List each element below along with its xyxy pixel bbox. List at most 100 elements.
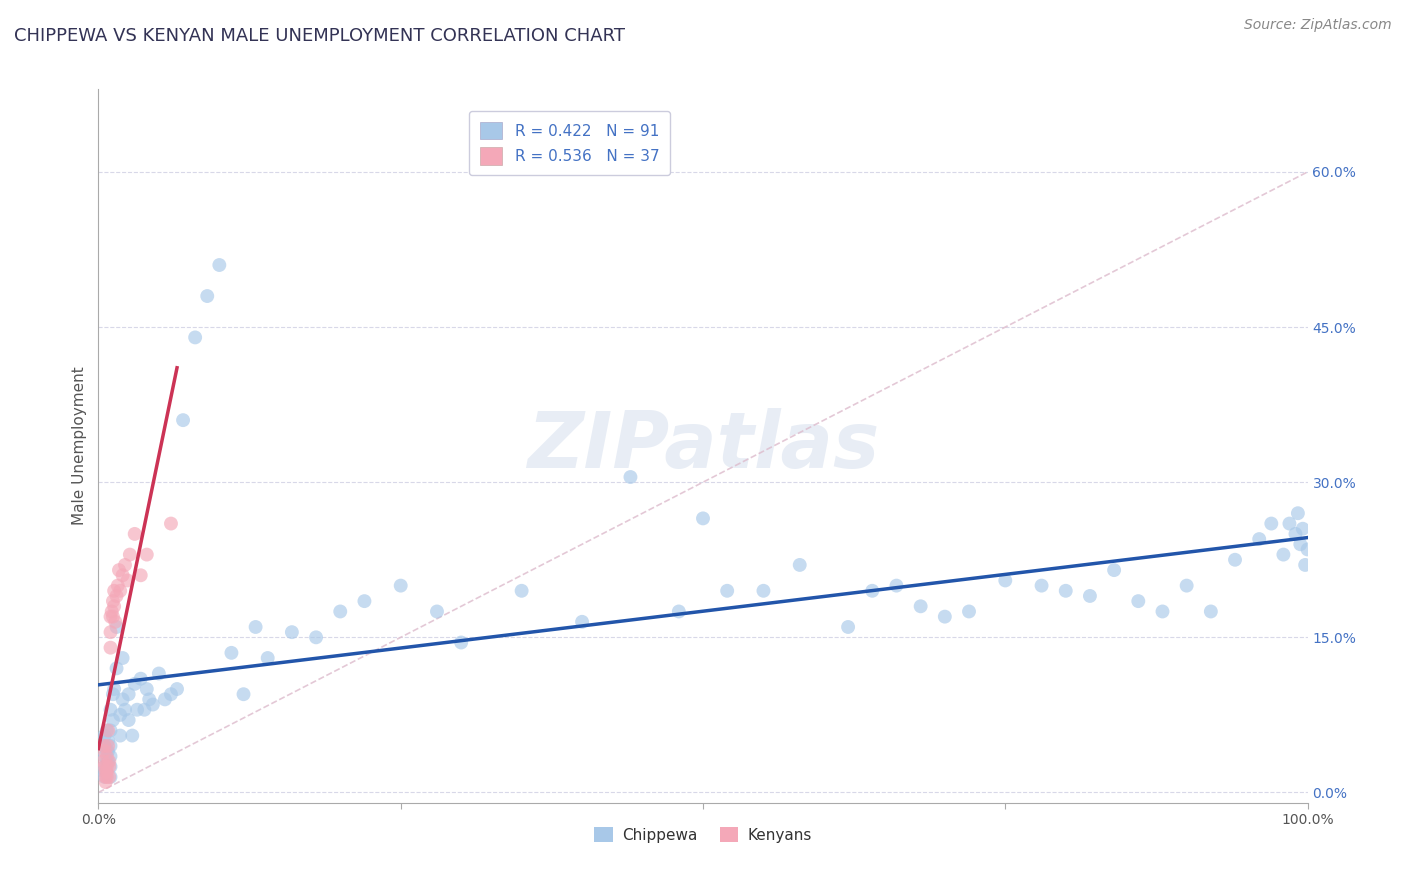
- Point: [1260, 516, 1282, 531]
- Point: [160, 687, 183, 701]
- Point: [97, 723, 120, 738]
- Point: [108, 707, 131, 722]
- Point: [934, 609, 956, 624]
- Text: CHIPPEWA VS KENYAN MALE UNEMPLOYMENT CORRELATION CHART: CHIPPEWA VS KENYAN MALE UNEMPLOYMENT COR…: [14, 27, 626, 45]
- Point: [101, 713, 124, 727]
- Point: [101, 594, 124, 608]
- Point: [114, 558, 136, 572]
- Point: [111, 651, 134, 665]
- Point: [134, 703, 156, 717]
- Point: [94, 775, 117, 789]
- Point: [1289, 537, 1312, 551]
- Point: [245, 620, 267, 634]
- Point: [96, 749, 118, 764]
- Point: [100, 723, 122, 738]
- Point: [100, 640, 122, 655]
- Point: [1175, 579, 1198, 593]
- Point: [426, 605, 449, 619]
- Legend: Chippewa, Kenyans: Chippewa, Kenyans: [588, 821, 818, 848]
- Point: [1223, 553, 1246, 567]
- Point: [98, 759, 121, 773]
- Point: [118, 687, 141, 701]
- Point: [668, 605, 690, 619]
- Point: [97, 733, 120, 747]
- Point: [93, 759, 115, 773]
- Point: [1294, 558, 1316, 572]
- Point: [117, 574, 139, 588]
- Point: [256, 651, 278, 665]
- Point: [166, 681, 188, 696]
- Point: [160, 516, 183, 531]
- Point: [305, 630, 328, 644]
- Point: [108, 583, 131, 598]
- Point: [208, 258, 231, 272]
- Point: [124, 527, 146, 541]
- Point: [1249, 532, 1271, 546]
- Point: [124, 677, 146, 691]
- Point: [96, 723, 118, 738]
- Point: [111, 692, 134, 706]
- Point: [100, 770, 122, 784]
- Point: [103, 599, 125, 614]
- Point: [93, 744, 115, 758]
- Point: [93, 739, 115, 753]
- Point: [93, 770, 115, 784]
- Point: [97, 744, 120, 758]
- Point: [96, 764, 118, 779]
- Point: [108, 729, 131, 743]
- Point: [100, 609, 122, 624]
- Point: [886, 579, 908, 593]
- Point: [114, 703, 136, 717]
- Point: [100, 749, 122, 764]
- Point: [752, 583, 775, 598]
- Point: [96, 744, 118, 758]
- Point: [100, 625, 122, 640]
- Point: [221, 646, 243, 660]
- Point: [129, 568, 152, 582]
- Point: [103, 583, 125, 598]
- Point: [910, 599, 932, 614]
- Point: [104, 615, 127, 629]
- Point: [619, 470, 641, 484]
- Point: [1278, 516, 1301, 531]
- Point: [93, 749, 115, 764]
- Point: [450, 635, 472, 649]
- Point: [93, 759, 115, 773]
- Point: [98, 770, 121, 784]
- Point: [93, 739, 115, 753]
- Text: ZIPatlas: ZIPatlas: [527, 408, 879, 484]
- Point: [1296, 542, 1319, 557]
- Point: [97, 739, 120, 753]
- Point: [1078, 589, 1101, 603]
- Point: [127, 703, 149, 717]
- Point: [108, 563, 131, 577]
- Point: [329, 605, 352, 619]
- Point: [98, 755, 121, 769]
- Point: [118, 548, 141, 562]
- Point: [1272, 548, 1295, 562]
- Text: Source: ZipAtlas.com: Source: ZipAtlas.com: [1244, 18, 1392, 32]
- Point: [837, 620, 859, 634]
- Point: [105, 661, 128, 675]
- Point: [1054, 583, 1077, 598]
- Point: [96, 759, 118, 773]
- Point: [97, 755, 120, 769]
- Point: [1284, 527, 1306, 541]
- Point: [232, 687, 254, 701]
- Point: [135, 548, 157, 562]
- Point: [153, 692, 176, 706]
- Point: [105, 620, 128, 634]
- Point: [100, 739, 122, 753]
- Point: [1031, 579, 1053, 593]
- Point: [91, 755, 114, 769]
- Point: [103, 681, 125, 696]
- Point: [93, 764, 115, 779]
- Point: [96, 755, 118, 769]
- Point: [172, 413, 194, 427]
- Point: [135, 681, 157, 696]
- Point: [94, 770, 117, 784]
- Point: [94, 764, 117, 779]
- Point: [1286, 506, 1309, 520]
- Point: [100, 605, 122, 619]
- Point: [716, 583, 738, 598]
